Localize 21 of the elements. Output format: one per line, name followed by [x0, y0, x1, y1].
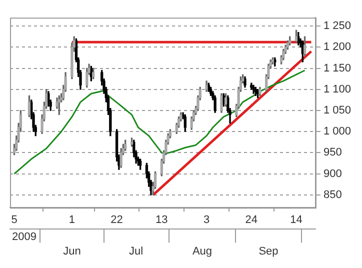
- x2-tick-label: Jun: [63, 245, 81, 258]
- x2-axis-title: 2009: [12, 230, 36, 243]
- y-tick-label: 900: [323, 168, 342, 180]
- y-tick-label: 1 200: [323, 41, 352, 54]
- x-tick-label: 1: [68, 214, 76, 226]
- y-tick-label: 1 150: [323, 62, 352, 74]
- y-tick-label: 950: [323, 146, 342, 159]
- x-tick-label: 22: [110, 214, 123, 226]
- x-tick-label: 3: [203, 214, 210, 226]
- x-tick-label: 5: [11, 214, 18, 226]
- x2-tick-label: Aug: [192, 245, 212, 258]
- y-tick-label: 1 050: [323, 104, 352, 117]
- x2-tick-label: Sep: [258, 245, 278, 258]
- x2-tick-label: Jul: [129, 245, 144, 258]
- y-tick-label: 1 100: [323, 83, 352, 96]
- y-tick-label: 1 250: [323, 20, 352, 32]
- y-tick-label: 850: [323, 188, 342, 201]
- x-tick-label: 13: [156, 214, 168, 226]
- x-tick-label: 14: [290, 214, 302, 226]
- x-tick-label: 24: [245, 214, 258, 226]
- y-tick-label: 1 000: [323, 126, 352, 138]
